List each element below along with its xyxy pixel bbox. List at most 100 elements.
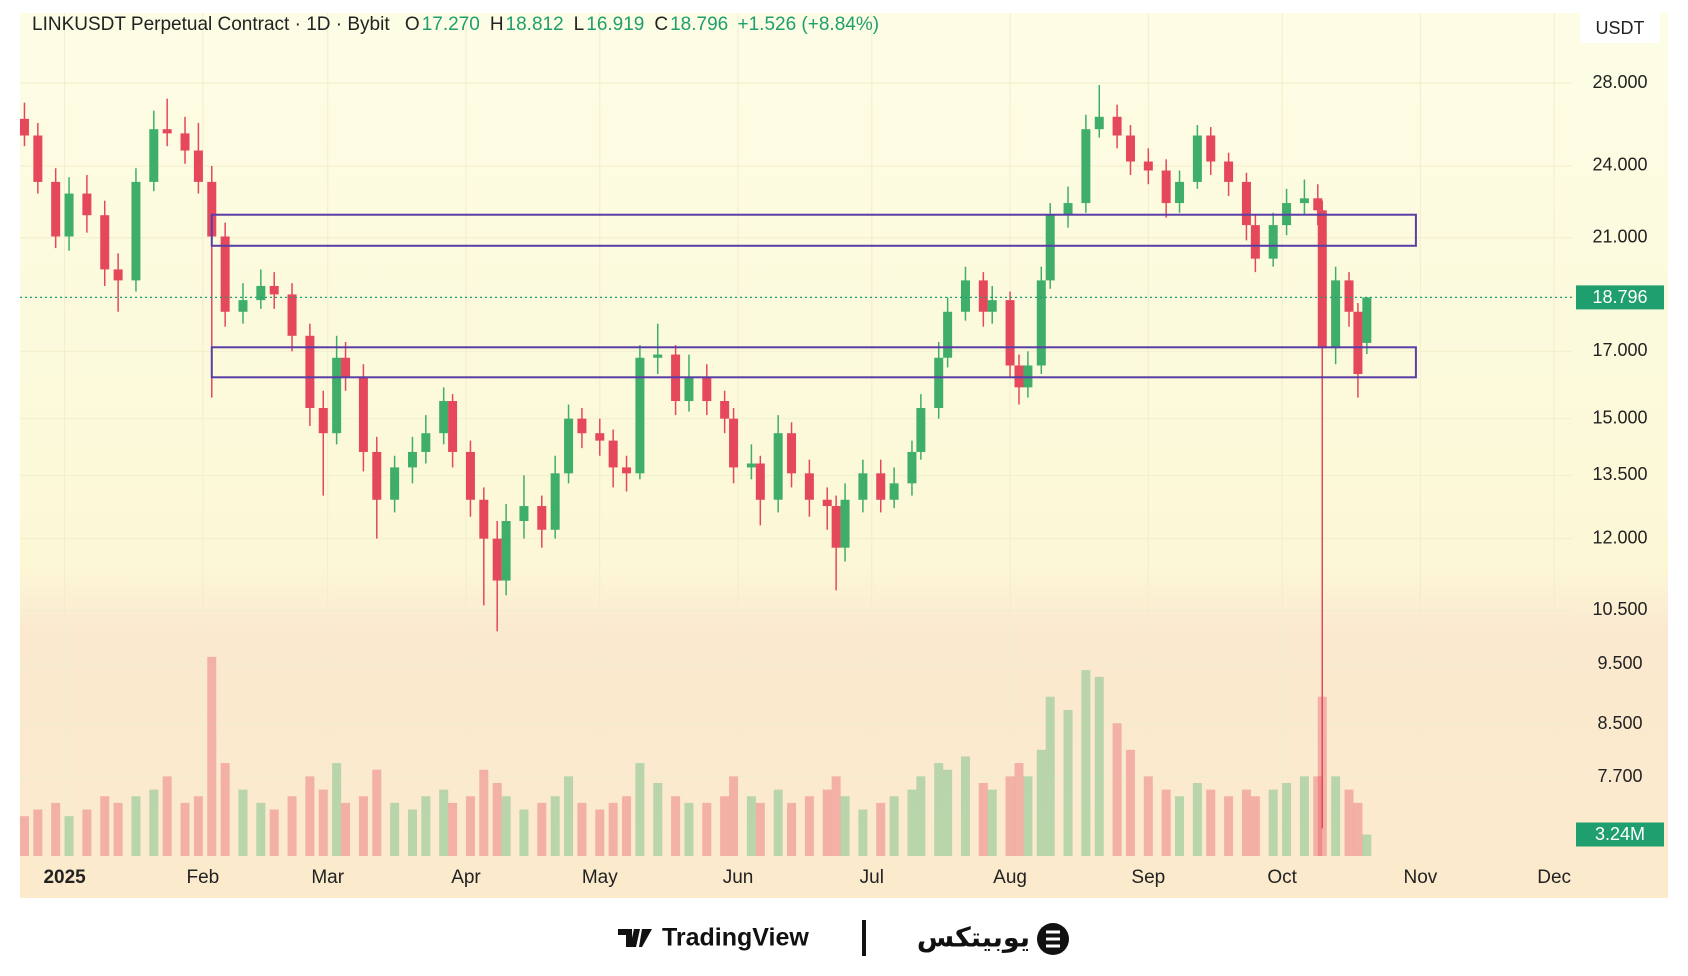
volume-bar: [960, 756, 970, 856]
volume-bar: [19, 816, 29, 856]
volume-bar: [479, 769, 489, 856]
candle-body: [1299, 198, 1309, 204]
volume-bar: [220, 763, 230, 856]
volume-bar: [1344, 789, 1354, 856]
x-tick-label: 2025: [43, 867, 86, 888]
volume-bar: [287, 796, 297, 856]
candle-body: [987, 300, 997, 312]
ohlc-key: H: [489, 14, 504, 35]
volume-bar: [1282, 782, 1292, 856]
volume-bar: [421, 796, 431, 856]
volume-bar: [916, 776, 926, 856]
volume-bar: [407, 809, 417, 856]
candle-body: [407, 451, 417, 468]
ohlc-key: C: [654, 14, 669, 35]
volume-bar: [1036, 749, 1046, 856]
volume-bar: [1175, 796, 1185, 856]
volume-bar: [1161, 789, 1171, 856]
candle-body: [269, 285, 279, 295]
volume-bar: [671, 796, 681, 856]
footer-right: یوبیتکس: [917, 923, 1030, 954]
candle-body: [934, 357, 944, 409]
volume-bar: [822, 789, 832, 856]
candle-body: [1045, 215, 1055, 281]
candle-body: [1250, 225, 1260, 259]
volume-bar: [358, 796, 368, 856]
volume-bar: [876, 802, 886, 856]
volume-bar: [608, 802, 618, 856]
candle-body: [1143, 161, 1153, 171]
candle-body: [180, 133, 190, 151]
volume-bar: [729, 776, 739, 856]
candle-body: [773, 433, 783, 500]
tradingview-logo: [618, 929, 652, 947]
candle-body: [479, 499, 489, 539]
volume-bar: [987, 789, 997, 856]
candle-body: [907, 451, 917, 484]
candle-body: [858, 473, 868, 500]
candle-body: [1125, 135, 1135, 162]
volume-bar: [492, 782, 502, 856]
volume-bar: [1331, 776, 1341, 856]
volume-bar: [1224, 796, 1234, 856]
candle-body: [916, 408, 926, 452]
candle-body: [82, 193, 92, 216]
candle-body: [635, 357, 645, 474]
candle-body: [1313, 198, 1323, 211]
volume-bar: [256, 802, 266, 856]
volume-bar: [180, 802, 190, 856]
volume-bar: [1063, 709, 1073, 856]
volume-bar: [550, 796, 560, 856]
volume-bar: [720, 796, 730, 856]
candle-body: [702, 377, 712, 402]
candle-body: [684, 377, 694, 402]
volume-bar: [1143, 776, 1153, 856]
candle-body: [421, 433, 431, 452]
volume-bar: [1192, 782, 1202, 856]
candle-body: [193, 150, 203, 182]
volume-bar: [1206, 789, 1216, 856]
volume-bar: [840, 796, 850, 856]
x-tick-label: Jun: [723, 867, 754, 888]
candle-body: [33, 135, 43, 182]
candle-body: [1224, 161, 1234, 182]
y-tick-label: 21.000: [1592, 227, 1647, 247]
volume-bar: [943, 769, 953, 856]
candle-body: [1268, 225, 1278, 259]
candle-body: [537, 506, 547, 530]
volume-bar: [372, 769, 382, 856]
candle-body: [1094, 116, 1104, 130]
volume-bar: [804, 796, 814, 856]
ohlc-value: 18.812: [505, 14, 564, 35]
candle-body: [372, 451, 382, 500]
candle-body: [256, 285, 266, 301]
candle-body: [207, 181, 217, 237]
footer: TradingView یوبیتکس: [618, 920, 1069, 956]
volume-bar: [907, 789, 917, 856]
candle-body: [1206, 135, 1216, 162]
candle-body: [19, 118, 29, 136]
volume-bar: [439, 789, 449, 856]
candle-body: [889, 483, 899, 500]
candle-body: [729, 418, 739, 468]
volume-bar: [269, 809, 279, 856]
candle-body: [390, 467, 400, 500]
x-tick-label: Sep: [1131, 867, 1165, 888]
volume-bar: [332, 763, 342, 856]
volume-bar: [238, 789, 248, 856]
volume-bar: [318, 789, 328, 856]
volume-bar: [305, 776, 315, 856]
volume-bar: [51, 802, 61, 856]
last-price-box: [1576, 285, 1664, 310]
volume-bar: [595, 809, 605, 856]
candle-body: [332, 357, 342, 434]
y-tick-label: 8.500: [1597, 713, 1642, 733]
last-price-label: 18.796: [1592, 287, 1647, 307]
ubitex-logo-mark: [1046, 930, 1060, 948]
volume-bar: [787, 802, 797, 856]
candle-body: [1362, 297, 1372, 343]
volume-bar: [1362, 834, 1372, 856]
volume-bar: [978, 782, 988, 856]
candle-body: [1036, 280, 1046, 366]
